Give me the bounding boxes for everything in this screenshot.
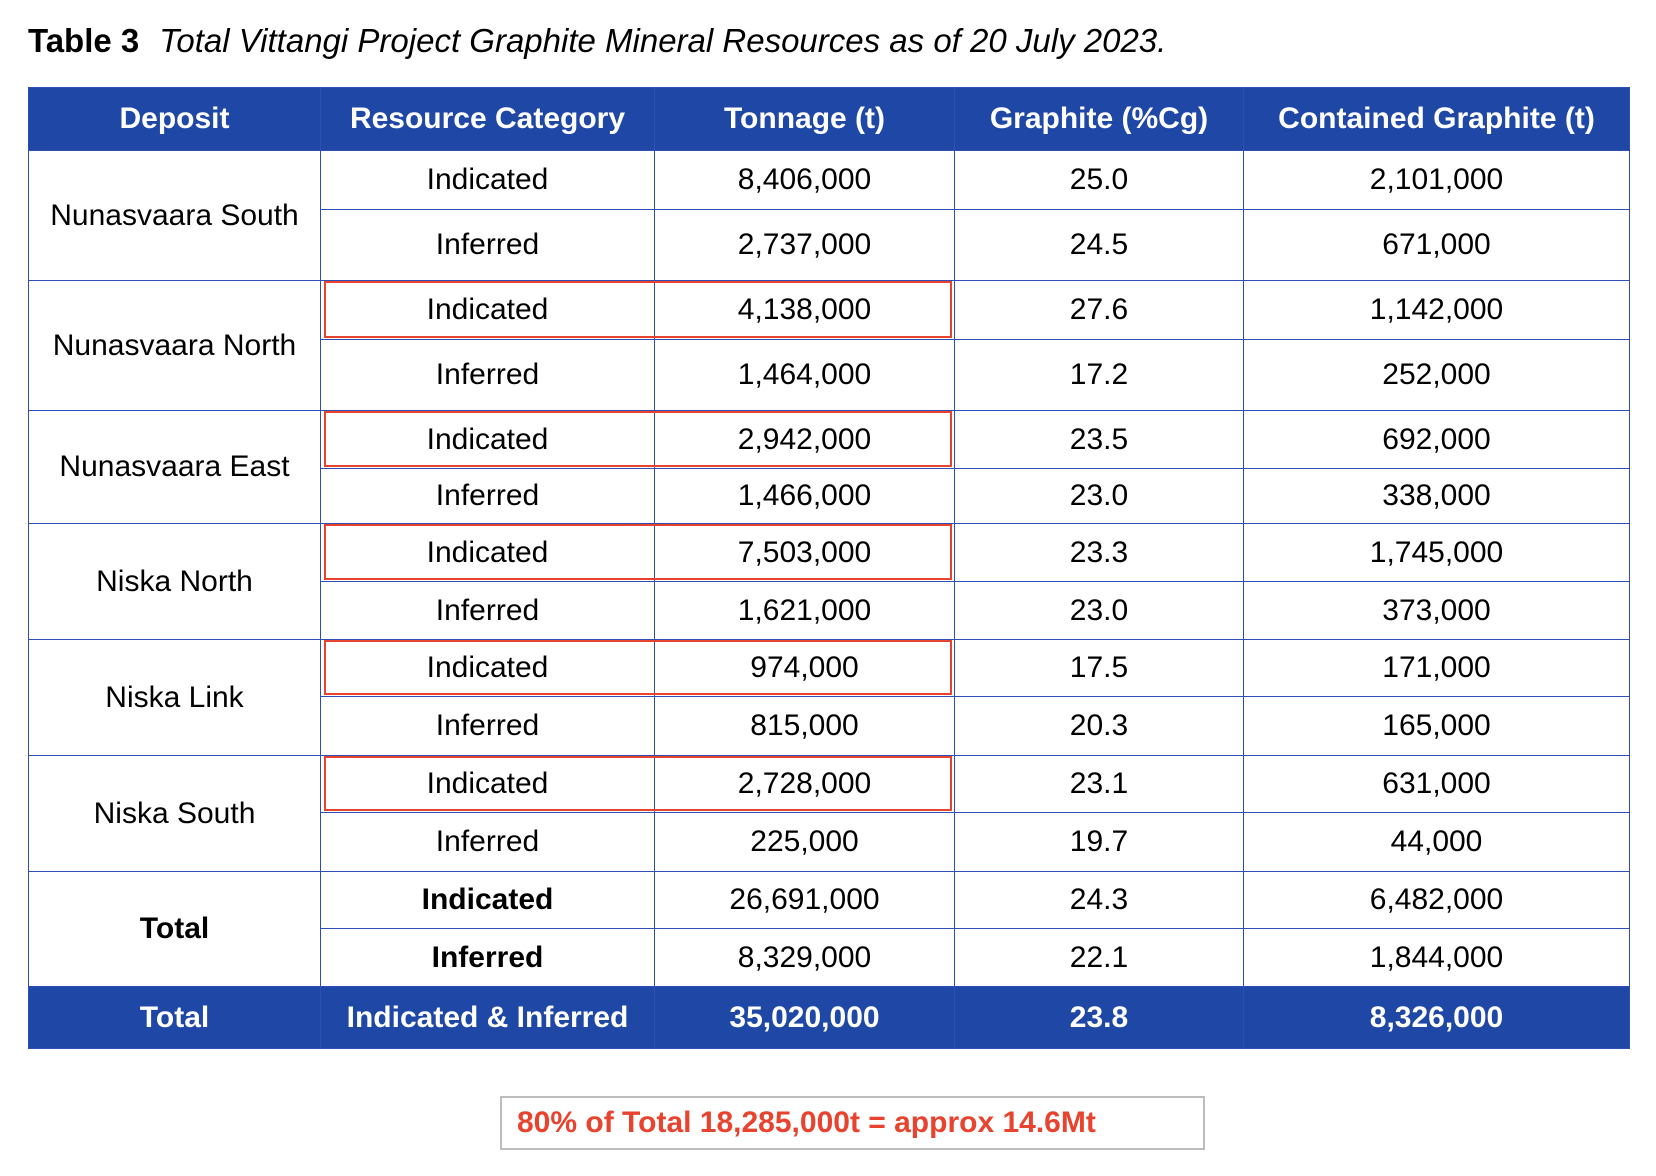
- grand-total-row: Total Indicated & Inferred 35,020,000 23…: [28, 986, 1630, 1049]
- category-cell: Indicated: [320, 639, 655, 697]
- category-cell: Inferred: [320, 209, 655, 281]
- table-row: Inferred 8,329,000 22.1 1,844,000: [29, 928, 1630, 987]
- contained-graphite-cell: 165,000: [1243, 696, 1630, 756]
- grade-cell: 17.2: [954, 339, 1244, 411]
- contained-graphite-cell: 2,101,000: [1243, 150, 1630, 210]
- annotation-note: 80% of Total 18,285,000t = approx 14.6Mt: [500, 1096, 1205, 1150]
- contained-graphite-cell: 44,000: [1243, 812, 1630, 872]
- grade-cell: 23.0: [954, 581, 1244, 640]
- contained-graphite-cell: 1,844,000: [1243, 928, 1630, 987]
- contained-graphite-cell: 671,000: [1243, 209, 1630, 281]
- grade-cell: 25.0: [954, 150, 1244, 210]
- table-row: Inferred 1,466,000 23.0 338,000: [29, 468, 1630, 524]
- grade-cell: 20.3: [954, 696, 1244, 756]
- table-row: Inferred 225,000 19.7 44,000: [29, 812, 1630, 872]
- table-row: Niska Link Indicated 974,000 17.5 171,000: [28, 639, 1630, 756]
- deposit-cell: Niska Link: [28, 639, 321, 756]
- tonnage-cell: 974,000: [654, 639, 955, 697]
- category-cell: Indicated: [320, 410, 655, 469]
- contained-graphite-cell: 692,000: [1243, 410, 1630, 469]
- category-cell: Indicated: [320, 523, 655, 582]
- header-tonnage: Tonnage (t): [654, 87, 955, 151]
- tonnage-cell: 1,621,000: [654, 581, 955, 640]
- category-cell: Indicated: [320, 150, 655, 210]
- contained-graphite-cell: 373,000: [1243, 581, 1630, 640]
- grade-cell: 23.5: [954, 410, 1244, 469]
- tonnage-cell: 8,406,000: [654, 150, 955, 210]
- deposit-cell: Nunasvaara North: [28, 280, 321, 411]
- grade-cell: 23.0: [954, 468, 1244, 524]
- category-cell: Indicated: [320, 280, 655, 340]
- grand-total-tonnage: 35,020,000: [654, 986, 955, 1049]
- category-cell: Inferred: [320, 581, 655, 640]
- tonnage-cell: 8,329,000: [654, 928, 955, 987]
- tonnage-cell: 225,000: [654, 812, 955, 872]
- category-cell: Inferred: [320, 468, 655, 524]
- tonnage-cell: 2,942,000: [654, 410, 955, 469]
- grade-cell: 24.3: [954, 871, 1244, 929]
- category-cell: Inferred: [320, 812, 655, 872]
- deposit-cell: Total: [28, 871, 321, 987]
- category-cell: Inferred: [320, 339, 655, 411]
- grand-total-deposit: Total: [28, 986, 321, 1049]
- tonnage-cell: 7,503,000: [654, 523, 955, 582]
- tonnage-cell: 2,737,000: [654, 209, 955, 281]
- header-deposit: Deposit: [28, 87, 321, 151]
- contained-graphite-cell: 1,142,000: [1243, 280, 1630, 340]
- tonnage-cell: 1,464,000: [654, 339, 955, 411]
- grade-cell: 19.7: [954, 812, 1244, 872]
- tonnage-cell: 815,000: [654, 696, 955, 756]
- resources-table: Deposit Resource Category Tonnage (t) Gr…: [28, 87, 1630, 1049]
- header-resource-category: Resource Category: [320, 87, 655, 151]
- grand-total-contained: 8,326,000: [1243, 986, 1630, 1049]
- table-row: Nunasvaara North Indicated 4,138,000 27.6 1,…: [28, 280, 1630, 411]
- category-cell: Indicated: [320, 871, 655, 929]
- header-contained-graphite: Contained Graphite (t): [1243, 87, 1630, 151]
- table-row: Niska North Indicated 7,503,000 23.3 1,745,0…: [28, 523, 1630, 640]
- table-row: Inferred 815,000 20.3 165,000: [29, 696, 1630, 756]
- category-cell: Indicated: [320, 755, 655, 813]
- grade-cell: 23.1: [954, 755, 1244, 813]
- table-row: Niska South Indicated 2,728,000 23.1 631,000: [28, 755, 1630, 872]
- tonnage-cell: 26,691,000: [654, 871, 955, 929]
- deposit-cell: Nunasvaara East: [28, 410, 321, 524]
- contained-graphite-cell: 6,482,000: [1243, 871, 1630, 929]
- grand-total-category: Indicated & Inferred: [320, 986, 655, 1049]
- table-row: Nunasvaara South Indicated 8,406,000 25.0 2,…: [28, 150, 1630, 281]
- table-row: Nunasvaara East Indicated 2,942,000 23.5 692…: [28, 410, 1630, 524]
- table-label: Table 3: [28, 22, 140, 59]
- table-row: Total Indicated 26,691,000 24.3 6,482,000: [28, 871, 1630, 987]
- grade-cell: 23.3: [954, 523, 1244, 582]
- header-row: Deposit Resource Category Tonnage (t) Gr…: [28, 87, 1630, 151]
- tonnage-cell: 4,138,000: [654, 280, 955, 340]
- tonnage-cell: 1,466,000: [654, 468, 955, 524]
- tonnage-cell: 2,728,000: [654, 755, 955, 813]
- contained-graphite-cell: 1,745,000: [1243, 523, 1630, 582]
- contained-graphite-cell: 171,000: [1243, 639, 1630, 697]
- grade-cell: 24.5: [954, 209, 1244, 281]
- deposit-cell: Niska South: [28, 755, 321, 872]
- table-row: Inferred 1,621,000 23.0 373,000: [29, 581, 1630, 640]
- header-graphite-grade: Graphite (%Cg): [954, 87, 1244, 151]
- contained-graphite-cell: 252,000: [1243, 339, 1630, 411]
- table-row: Inferred 1,464,000 17.2 252,000: [29, 339, 1630, 411]
- grand-total-grade: 23.8: [954, 986, 1244, 1049]
- grade-cell: 17.5: [954, 639, 1244, 697]
- deposit-cell: Nunasvaara South: [28, 150, 321, 281]
- grade-cell: 22.1: [954, 928, 1244, 987]
- deposit-cell: Niska North: [28, 523, 321, 640]
- category-cell: Inferred: [320, 928, 655, 987]
- table-caption: Table 3 Total Vittangi Project Graphite M…: [28, 22, 1166, 60]
- contained-graphite-cell: 338,000: [1243, 468, 1630, 524]
- category-cell: Inferred: [320, 696, 655, 756]
- table-title: Total Vittangi Project Graphite Mineral …: [159, 22, 1167, 59]
- grade-cell: 27.6: [954, 280, 1244, 340]
- contained-graphite-cell: 631,000: [1243, 755, 1630, 813]
